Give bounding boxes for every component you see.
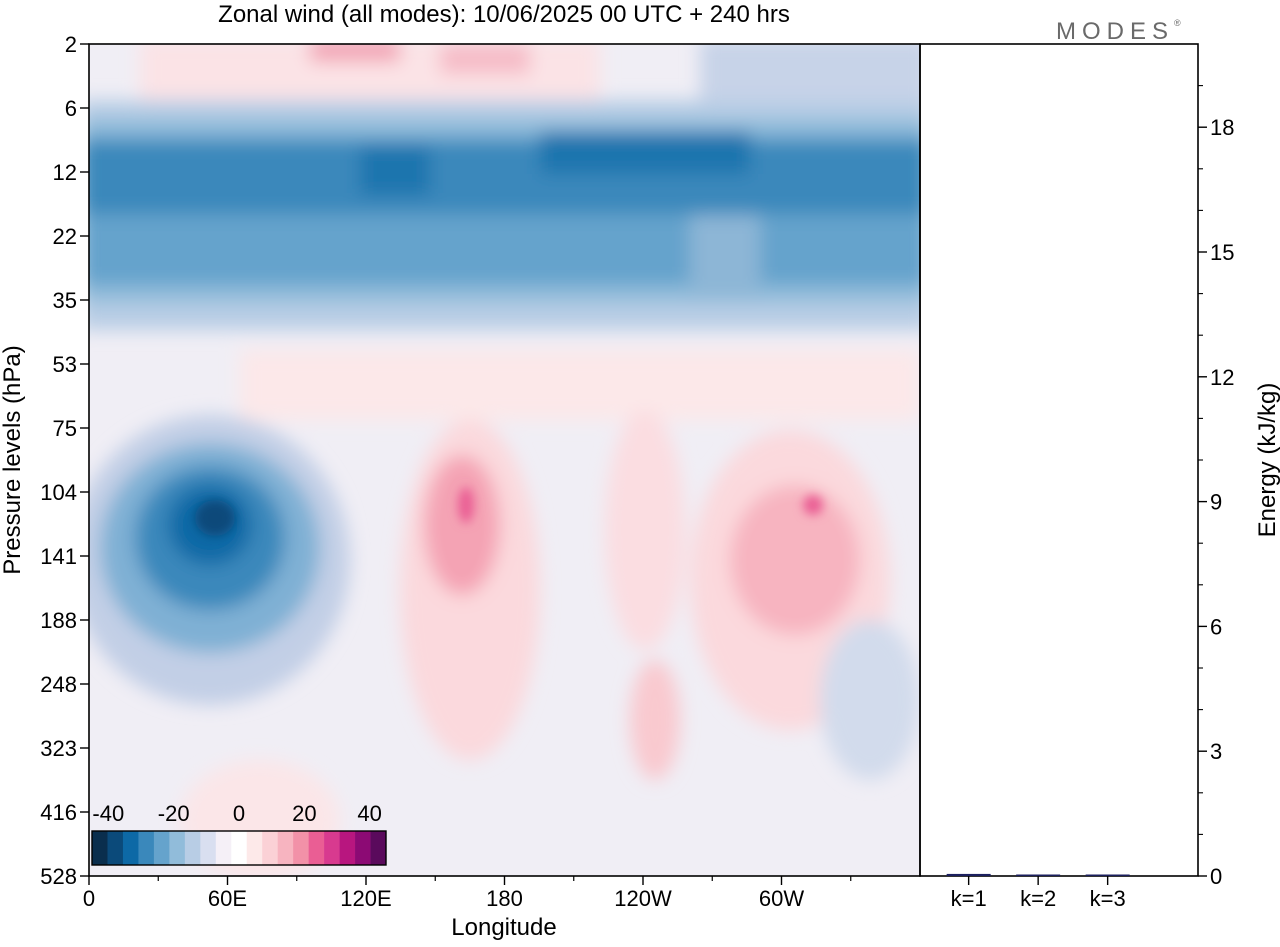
core-easterly-darkest — [195, 500, 235, 536]
colorbar-swatch — [308, 831, 325, 865]
energy-bar — [1085, 874, 1130, 876]
cell-low-right — [820, 620, 920, 780]
energy-tick-label: 18 — [1210, 115, 1234, 140]
colorbar-swatch — [262, 831, 278, 865]
colorbar-swatch — [122, 831, 139, 865]
y-tick-label: 323 — [40, 736, 77, 761]
y-tick-label: 188 — [40, 608, 77, 633]
energy-cat-label: k=1 — [951, 886, 987, 911]
colorbar-swatch — [138, 831, 155, 865]
cell-mid-positive — [605, 410, 685, 650]
y-tick-label: 22 — [53, 224, 77, 249]
region-band-core-2 — [540, 132, 750, 174]
cell-westerly-a-inner — [424, 455, 500, 595]
energy-bars: k=1 k=2 k=3 — [946, 873, 1130, 911]
colorbar-tick-label: -20 — [158, 801, 190, 826]
y-tick-label: 75 — [53, 416, 77, 441]
region-band-core — [89, 142, 920, 214]
colorbar-tick-label: -40 — [92, 801, 124, 826]
colorbar-swatch — [370, 831, 387, 865]
region-upper-core — [310, 44, 400, 62]
energy-tick-label: 12 — [1210, 365, 1234, 390]
energy-tick-label: 6 — [1210, 614, 1222, 639]
chart-title: Zonal wind (all modes): 10/06/2025 00 UT… — [218, 1, 790, 28]
logo-mark: ® — [1174, 18, 1181, 28]
field-cores — [195, 487, 823, 536]
energy-tick-label: 3 — [1210, 739, 1222, 764]
modes-logo: MODES® — [1056, 18, 1181, 46]
y-tick-label: 6 — [65, 96, 77, 121]
y-tick-label: 528 — [40, 864, 77, 889]
colorbar-tick-label: 0 — [233, 801, 245, 826]
energy-bar — [1016, 874, 1061, 876]
cell-low-positive — [630, 660, 680, 780]
region-lower-positive — [240, 350, 920, 420]
energy-axis-label: Energy (kJ/kg) — [1254, 383, 1280, 538]
x-tick-label: 60W — [759, 886, 804, 911]
colorbar-swatch — [184, 831, 201, 865]
energy-cat-label: k=3 — [1090, 886, 1126, 911]
colorbar-swatch — [153, 831, 170, 865]
core-westerly-b — [803, 495, 823, 515]
region-band-core-3 — [360, 145, 430, 195]
x-axis-ticks: 0 60E 120E 180 120W 60W — [83, 876, 852, 911]
heatmap-field — [89, 44, 920, 876]
field-shapes — [89, 44, 920, 876]
colorbar-swatch — [215, 831, 232, 865]
energy-tick-label: 0 — [1210, 864, 1222, 889]
colorbar-swatch — [324, 831, 340, 865]
y-tick-label: 35 — [53, 288, 77, 313]
colorbar-tick-label: 40 — [357, 801, 381, 826]
y-tick-label: 416 — [40, 800, 77, 825]
region-band-lightpatch — [690, 215, 760, 295]
colorbar-swatch — [277, 831, 294, 865]
energy-axis-ticks: 0 3 6 9 12 15 18 — [1198, 85, 1234, 889]
x-tick-label: 60E — [208, 886, 247, 911]
y-tick-label: 104 — [40, 480, 77, 505]
colorbar-swatch — [246, 831, 263, 865]
colorbar-tick-label: 20 — [292, 801, 316, 826]
region-upper-right — [700, 44, 920, 108]
colorbar-swatch — [169, 831, 186, 865]
energy-frame — [919, 43, 1199, 877]
x-tick-label: 180 — [486, 886, 523, 911]
y-tick-label: 141 — [40, 544, 77, 569]
colorbar-swatch — [92, 831, 108, 865]
energy-cat-label: k=2 — [1020, 886, 1056, 911]
y-axis-ticks: 2 6 12 22 35 53 75 104 141 188 248 323 416 528 — [40, 32, 89, 889]
colorbar-swatch — [355, 831, 371, 865]
core-westerly-a — [458, 487, 474, 523]
y-tick-label: 53 — [53, 352, 77, 377]
energy-tick-label: 9 — [1210, 490, 1222, 515]
colorbar-swatch — [200, 831, 217, 865]
y-axis-label: Pressure levels (hPa) — [0, 345, 26, 574]
colorbar-swatch — [107, 831, 124, 865]
cell-westerly-b-inner — [730, 485, 860, 635]
energy-tick-label: 15 — [1210, 240, 1234, 265]
y-tick-label: 12 — [53, 160, 77, 185]
colorbar-frame — [91, 830, 387, 866]
colorbar-swatch — [339, 831, 356, 865]
x-tick-label: 120W — [614, 886, 672, 911]
energy-bar — [946, 873, 991, 876]
x-tick-label: 120E — [340, 886, 391, 911]
region-upper-core-2 — [440, 44, 530, 74]
y-tick-label: 248 — [40, 672, 77, 697]
logo-text: MODES — [1056, 18, 1175, 45]
y-tick-label: 2 — [65, 32, 77, 57]
colorbar-swatch — [231, 831, 248, 865]
colorbar: -40 -20 0 20 40 — [91, 801, 387, 866]
x-axis-label: Longitude — [451, 914, 556, 941]
colorbar-swatch — [293, 831, 309, 865]
x-tick-label: 0 — [83, 886, 95, 911]
